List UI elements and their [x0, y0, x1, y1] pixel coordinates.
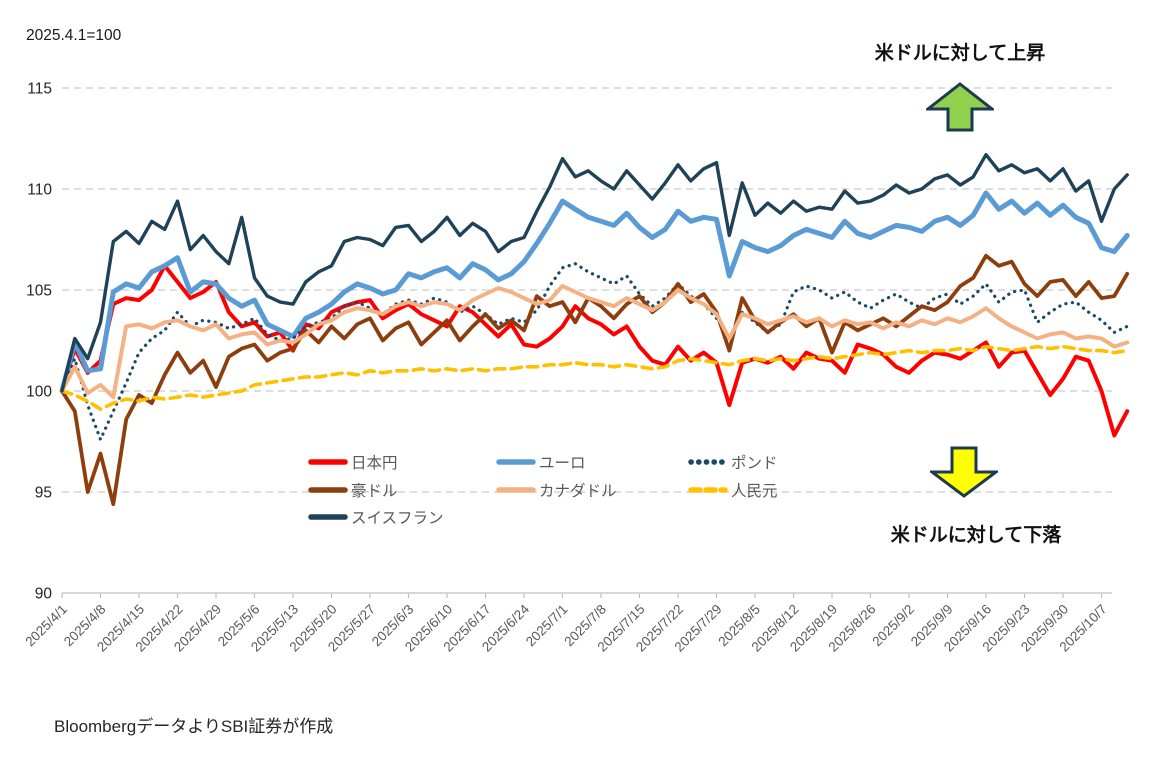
legend-label-jpy: 日本円 [351, 455, 398, 472]
legend-label-cad: カナダドル [539, 483, 617, 500]
up-arrow-icon [926, 82, 994, 132]
legend-item-cny: 人民元 [688, 478, 778, 502]
legend-label-aud: 豪ドル [351, 483, 398, 500]
legend-label-gbp: ポンド [731, 455, 778, 472]
legend-item-jpy: 日本円 [308, 450, 398, 474]
down-arrow-icon [930, 446, 998, 498]
legend-swatch-eur-icon [496, 459, 536, 465]
legend-item-aud: 豪ドル [308, 478, 398, 502]
series-line-eur [59, 190, 1130, 394]
legend-label-chf: スイスフラン [351, 510, 444, 527]
y-axis-tick-label: 110 [27, 182, 52, 199]
legend-swatch-chf-icon [308, 514, 348, 520]
y-axis-tick-label: 95 [35, 485, 52, 502]
legend-swatch-jpy-icon [308, 459, 348, 465]
legend-label-cny: 人民元 [731, 483, 778, 500]
series-line-gbp [60, 262, 1129, 442]
legend-item-cad: カナダドル [496, 478, 617, 502]
source-attribution: BloombergデータよりSBI証券が作成 [54, 717, 334, 736]
series-line-chf [60, 152, 1129, 393]
legend-item-gbp: ポンド [688, 450, 778, 474]
legend-label-eur: ユーロ [539, 455, 586, 472]
legend-swatch-cad-icon [496, 487, 536, 493]
legend-swatch-aud-icon [308, 487, 348, 493]
legend-item-chf: スイスフラン [308, 505, 444, 529]
annotation-down-label: 米ドルに対して下落 [890, 525, 1062, 546]
y-axis-tick-label: 100 [26, 384, 52, 401]
annotation-up-label: 米ドルに対して上昇 [874, 43, 1046, 64]
index-base-note: 2025.4.1=100 [26, 27, 122, 44]
y-axis-tick-label: 115 [27, 81, 52, 98]
legend-swatch-cny-icon [688, 487, 728, 493]
legend-item-eur: ユーロ [496, 450, 586, 474]
legend-swatch-gbp-icon [688, 459, 728, 465]
series-line-cad [60, 284, 1130, 400]
series-line-cny [60, 344, 1129, 412]
y-axis-tick-label: 105 [26, 283, 52, 300]
chart-legend: 日本円 ユーロ ポンド豪ドル カナダドル 人民元スイスフラン [300, 448, 890, 532]
y-axis-tick-label: 90 [35, 586, 53, 603]
